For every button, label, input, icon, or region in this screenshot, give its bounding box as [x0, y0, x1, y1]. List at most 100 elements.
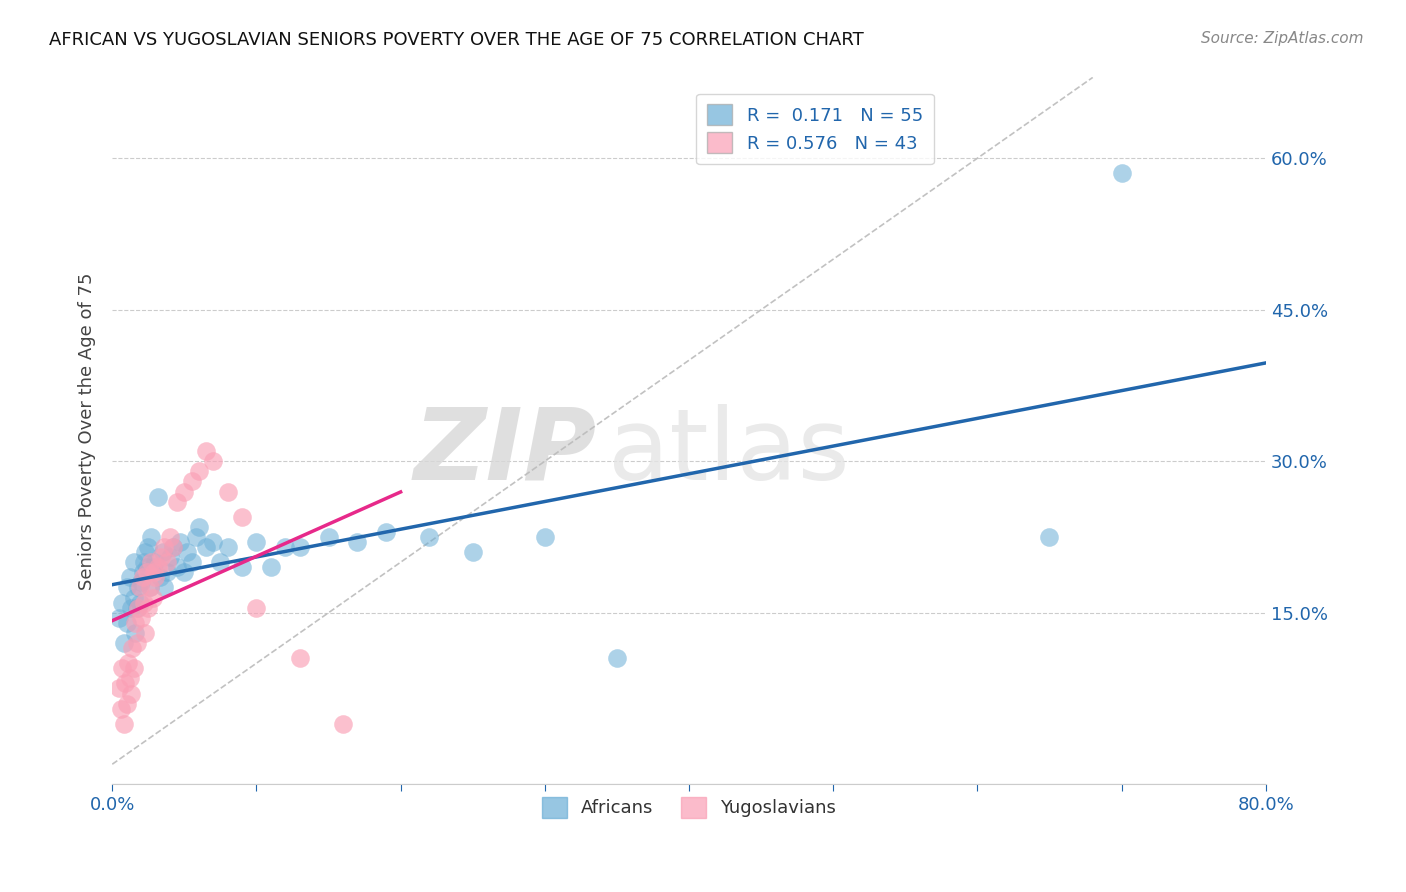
Point	[166, 494, 188, 508]
Point	[127, 581, 149, 595]
Point	[153, 581, 176, 595]
Point	[135, 566, 157, 580]
Point	[131, 570, 153, 584]
Point	[129, 611, 152, 625]
Point	[288, 651, 311, 665]
Text: atlas: atlas	[609, 404, 849, 500]
Point	[129, 575, 152, 590]
Text: ZIP: ZIP	[413, 404, 596, 500]
Point	[135, 560, 157, 574]
Point	[187, 520, 209, 534]
Point	[461, 545, 484, 559]
Point	[180, 475, 202, 489]
Point	[114, 676, 136, 690]
Point	[217, 540, 239, 554]
Point	[132, 596, 155, 610]
Point	[1111, 166, 1133, 180]
Point	[231, 560, 253, 574]
Point	[118, 672, 141, 686]
Point	[176, 545, 198, 559]
Point	[112, 716, 135, 731]
Point	[162, 540, 184, 554]
Point	[125, 600, 148, 615]
Point	[217, 484, 239, 499]
Point	[122, 591, 145, 605]
Point	[115, 697, 138, 711]
Legend: Africans, Yugoslavians: Africans, Yugoslavians	[534, 789, 844, 825]
Point	[143, 566, 166, 580]
Point	[533, 530, 555, 544]
Point	[318, 530, 340, 544]
Point	[141, 530, 163, 544]
Point	[128, 581, 150, 595]
Point	[141, 555, 163, 569]
Point	[124, 615, 146, 630]
Point	[132, 555, 155, 569]
Point	[118, 570, 141, 584]
Point	[124, 626, 146, 640]
Point	[288, 540, 311, 554]
Point	[122, 555, 145, 569]
Point	[145, 570, 167, 584]
Point	[606, 651, 628, 665]
Point	[173, 484, 195, 499]
Point	[156, 555, 179, 569]
Point	[166, 560, 188, 574]
Text: Source: ZipAtlas.com: Source: ZipAtlas.com	[1201, 31, 1364, 46]
Point	[125, 636, 148, 650]
Point	[202, 454, 225, 468]
Point	[111, 661, 134, 675]
Point	[134, 545, 156, 559]
Point	[180, 555, 202, 569]
Point	[128, 596, 150, 610]
Point	[150, 550, 173, 565]
Point	[115, 581, 138, 595]
Point	[112, 636, 135, 650]
Point	[149, 570, 172, 584]
Point	[1038, 530, 1060, 544]
Point	[202, 535, 225, 549]
Point	[346, 535, 368, 549]
Point	[184, 530, 207, 544]
Point	[108, 611, 131, 625]
Point	[134, 626, 156, 640]
Point	[375, 524, 398, 539]
Point	[136, 600, 159, 615]
Point	[245, 535, 267, 549]
Point	[418, 530, 440, 544]
Text: AFRICAN VS YUGOSLAVIAN SENIORS POVERTY OVER THE AGE OF 75 CORRELATION CHART: AFRICAN VS YUGOSLAVIAN SENIORS POVERTY O…	[49, 31, 863, 49]
Point	[115, 615, 138, 630]
Point	[148, 490, 170, 504]
Point	[122, 661, 145, 675]
Point	[152, 545, 174, 559]
Point	[142, 591, 165, 605]
Point	[231, 509, 253, 524]
Point	[148, 560, 170, 574]
Point	[169, 535, 191, 549]
Point	[120, 600, 142, 615]
Point	[127, 600, 149, 615]
Point	[153, 540, 176, 554]
Point	[138, 581, 160, 595]
Point	[159, 550, 181, 565]
Y-axis label: Seniors Poverty Over the Age of 75: Seniors Poverty Over the Age of 75	[79, 272, 96, 590]
Point	[121, 641, 143, 656]
Point	[260, 560, 283, 574]
Point	[142, 560, 165, 574]
Point	[117, 657, 139, 671]
Point	[173, 566, 195, 580]
Point	[159, 530, 181, 544]
Point	[120, 687, 142, 701]
Point	[136, 540, 159, 554]
Point	[138, 581, 160, 595]
Point	[332, 716, 354, 731]
Point	[194, 540, 217, 554]
Point	[245, 600, 267, 615]
Point	[145, 555, 167, 569]
Point	[110, 701, 132, 715]
Point	[194, 444, 217, 458]
Point	[131, 566, 153, 580]
Point	[209, 555, 232, 569]
Point	[156, 566, 179, 580]
Point	[108, 681, 131, 696]
